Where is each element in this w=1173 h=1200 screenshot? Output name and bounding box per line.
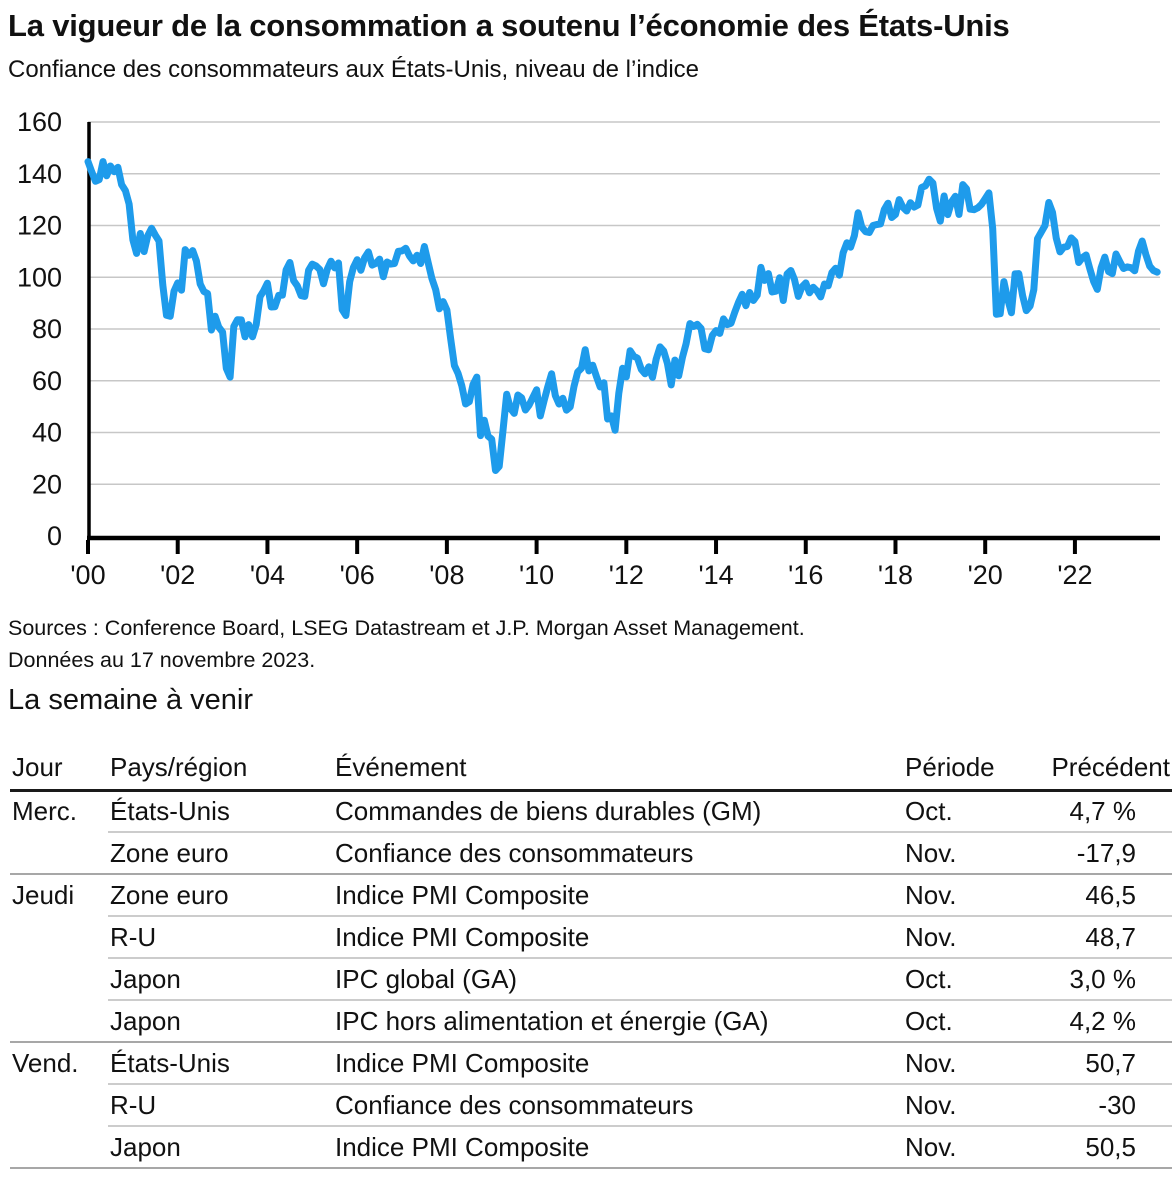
- y-axis-tick-label: 120: [17, 211, 62, 241]
- cell-event: IPC hors alimentation et énergie (GA): [333, 999, 903, 1042]
- cell-event: IPC global (GA): [333, 957, 903, 1000]
- cell-day: Vend.: [10, 1041, 108, 1084]
- page-title: La vigueur de la consommation a soutenu …: [8, 8, 1010, 43]
- consumer-confidence-line-chart: 0 20 40 60 80 100 120 140 160 '00 '02 '04 '06 '08 '10 '…: [0, 107, 1173, 610]
- table-row: R-U Confiance des consommateurs Nov. -30: [10, 1083, 1172, 1126]
- cell-region: États-Unis: [110, 795, 230, 826]
- y-axis-tick-label: 60: [32, 366, 62, 396]
- x-axis-tick-label: '08: [429, 560, 464, 590]
- chart-canvas: 0 20 40 60 80 100 120 140 160 '00 '02 '04 '06 '08 '10 '…: [17, 107, 1161, 590]
- cell-region: Japon: [108, 1125, 333, 1168]
- col-header-event: Événement: [333, 750, 903, 792]
- x-axis-tick-label: '06: [340, 560, 375, 590]
- table-row: Japon IPC hors alimentation et énergie (G…: [10, 999, 1172, 1042]
- cell-event: Indice PMI Composite: [333, 915, 903, 958]
- data-date-line: Données au 17 novembre 2023.: [8, 648, 316, 672]
- cell-region: R-U: [108, 1083, 333, 1126]
- x-axis-tick-label: '20: [968, 560, 1003, 590]
- table-row: R-U Indice PMI Composite Nov. 48,7: [10, 915, 1172, 958]
- table-row: Jeudi Zone euro Indice PMI Composite Nov. 46…: [10, 873, 1172, 916]
- cell-region: Japon: [108, 957, 333, 1000]
- col-header-day: Jour: [10, 750, 108, 792]
- cell-previous: 50,7: [1025, 1041, 1172, 1084]
- cell-event: Confiance des consommateurs: [333, 1083, 903, 1126]
- cell-period: Oct.: [903, 999, 1025, 1042]
- cell-day: [10, 1126, 108, 1168]
- col-header-previous: Précédent: [1025, 750, 1172, 792]
- cell-previous: -17,9: [1025, 831, 1172, 874]
- cell-previous: 48,7: [1025, 915, 1172, 958]
- x-axis-tick-label: '14: [698, 560, 733, 590]
- cell-region: États-Unis: [108, 1041, 333, 1084]
- cell-period: Nov.: [903, 1041, 1025, 1084]
- x-axis-tick-label: '16: [788, 560, 823, 590]
- cell-period: Oct.: [903, 957, 1025, 1000]
- cell-period: Nov.: [903, 1125, 1025, 1168]
- x-axis-tick-label: '22: [1057, 560, 1092, 590]
- y-axis-tick-label: 160: [17, 110, 62, 137]
- cell-region: Japon: [108, 999, 333, 1042]
- cell-event: Commandes de biens durables (GM): [335, 795, 762, 826]
- cell-previous: 50,5: [1025, 1125, 1172, 1168]
- table-row: Japon IPC global (GA) Oct. 3,0 %: [10, 957, 1172, 1000]
- cell-event: Indice PMI Composite: [333, 873, 903, 916]
- cell-event: Confiance des consommateurs: [333, 831, 903, 874]
- cell-period: Nov.: [903, 831, 1025, 874]
- col-header-region: Pays/région: [108, 750, 333, 792]
- cell-period: Nov.: [903, 915, 1025, 958]
- week-ahead-table: Jour Pays/région Événement Période Précé…: [10, 750, 1172, 1169]
- cell-previous: 3,0 %: [1025, 957, 1172, 1000]
- table-row: Japon Indice PMI Composite Nov. 50,5: [10, 1125, 1172, 1168]
- y-axis-tick-label: 40: [32, 418, 62, 448]
- cell-day: [10, 958, 108, 1000]
- cell-previous: -30: [1025, 1083, 1172, 1126]
- cell-day: [10, 1000, 108, 1042]
- cell-previous: 4,2 %: [1025, 999, 1172, 1042]
- y-axis-tick-label: 80: [32, 314, 62, 344]
- cell-day: Jeudi: [10, 873, 108, 916]
- cell-period: Nov.: [903, 873, 1025, 916]
- cell-event: Indice PMI Composite: [333, 1041, 903, 1084]
- y-axis-tick-label: 100: [17, 262, 62, 292]
- cell-day: [10, 916, 108, 958]
- col-header-period: Période: [903, 750, 1025, 792]
- chart-source-note: Sources : Conference Board, LSEG Datastr…: [8, 612, 805, 676]
- week-ahead-heading: La semaine à venir: [8, 684, 254, 716]
- y-axis-tick-label: 20: [32, 469, 62, 499]
- cell-previous: 4,7 %: [1069, 795, 1137, 826]
- cell-previous: 46,5: [1025, 873, 1172, 916]
- table-row: Merc. États-Unis Commandes de biens durabl…: [10, 790, 1172, 832]
- x-axis-tick-label: '18: [878, 560, 913, 590]
- cell-period: Nov.: [903, 1083, 1025, 1126]
- cell-day: [10, 832, 108, 874]
- x-axis-tick-label: '10: [519, 560, 554, 590]
- cell-day: Merc.: [12, 796, 77, 827]
- consumer-confidence-series: [84, 158, 1161, 474]
- x-axis-tick-label: '12: [609, 560, 644, 590]
- table-row: Vend. États-Unis Indice PMI Composite Nov. 5…: [10, 1041, 1172, 1084]
- cell-event: Indice PMI Composite: [333, 1125, 903, 1168]
- table-header-row: Jour Pays/région Événement Période Précé…: [10, 750, 1172, 792]
- cell-region: Zone euro: [108, 831, 333, 874]
- cell-region: Zone euro: [108, 873, 333, 916]
- source-line: Sources : Conference Board, LSEG Datastr…: [8, 616, 805, 640]
- y-axis-tick-label: 140: [17, 159, 62, 189]
- cell-region: R-U: [108, 915, 333, 958]
- x-axis-tick-label: '00: [70, 560, 105, 590]
- cell-day: [10, 1084, 108, 1126]
- table-row: Zone euro Confiance des consommateurs Nov.…: [10, 831, 1172, 874]
- x-axis-tick-label: '04: [250, 560, 285, 590]
- chart-subtitle: Confiance des consommateurs aux États-Un…: [8, 56, 700, 83]
- y-axis-tick-label: 0: [47, 521, 62, 551]
- cell-period: Oct.: [905, 795, 953, 826]
- x-axis-tick-label: '02: [160, 560, 195, 590]
